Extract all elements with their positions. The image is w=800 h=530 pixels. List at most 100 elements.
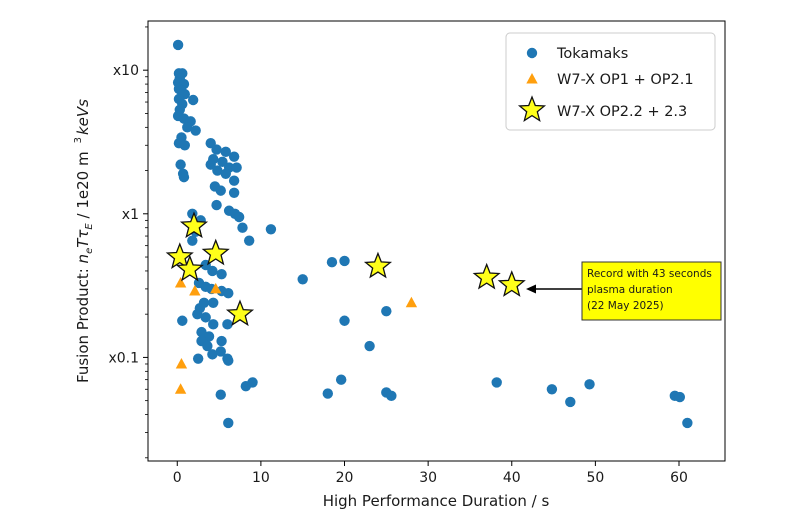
tokamak-point [175,159,186,170]
tokamak-point [546,384,558,395]
tokamak-point [386,390,397,402]
tokamak-point [192,353,204,364]
w7x-op22-point [165,242,194,270]
x-axis-label: High Performance Duration / s [323,492,550,510]
annotation-line-1: Record with 43 seconds [587,268,712,280]
annotation-line-3: (22 May 2025) [587,300,664,312]
tokamak-point [223,287,234,299]
w7x-op1-point [405,296,418,308]
tokamak-point [207,265,218,277]
tokamak-point [565,396,576,408]
tokamak-point [208,297,219,309]
tokamak-point [223,355,234,366]
y-axis-label: Fusion Product: neTτE / 1e20 m3keVs [73,99,95,383]
w7x-op22-point [179,211,209,239]
tokamak-point [190,125,201,136]
tokamak-point [220,168,231,179]
legend: Tokamaks W7-X OP1 + OP2.1 W7-X OP2.2 + 2… [505,32,716,131]
tokamak-point [237,222,248,233]
tokamak-point [297,274,308,285]
tokamak-point [203,331,215,342]
tokamak-point [339,315,350,326]
record-annotation: Record with 43 seconds plasma duration (… [526,261,722,321]
w7x-op22-point [225,299,255,327]
y-tick-label: x1 [122,207,139,223]
tokamak-point [192,308,203,320]
tokamak-point [215,346,226,357]
x-tick-label: 10 [252,470,270,486]
tokamak-point [216,335,227,347]
tokamak-point [381,305,392,317]
x-tick-label: 60 [670,470,688,486]
tokamak-point [196,326,207,338]
x-tick-label: 0 [173,470,182,486]
tokamak-point [682,417,693,429]
tokamak-point [215,389,226,400]
legend-triangle-marker [526,73,538,84]
tokamak-point [322,388,333,399]
y-tick-label: x0.1 [108,350,139,366]
legend-box [505,32,716,131]
tokamak-point [220,146,231,158]
w7x-op1-point [210,282,222,294]
y-tick-label: x10 [113,63,139,79]
tokamak-point [187,235,198,246]
tokamak-point [491,377,502,388]
x-tick-label: 20 [336,470,354,486]
legend-star-marker [517,95,547,122]
w7x-op22-point [175,254,204,282]
tokamak-point [198,297,210,309]
x-tick-label: 40 [503,470,521,486]
tokamak-point [216,268,227,280]
annotation-line-2: plasma duration [587,284,673,296]
tokamak-point [202,340,213,352]
legend-marker-op1 [526,73,538,84]
tokamak-point [211,144,222,155]
legend-circle-marker [526,47,538,59]
tokamak-point [172,39,184,51]
tokamak-point [177,315,188,326]
w7x-op22-point [497,270,526,297]
tokamak-point [223,417,234,429]
annotation-box [581,261,722,321]
annotation-arrow-head [526,284,536,294]
tokamak-point [187,94,199,106]
tokamak-point [231,162,242,173]
x-tick-label: 50 [586,470,604,486]
tokamak-point [205,159,216,170]
w7x-op1-point [189,285,201,296]
tokamak-point [179,140,190,151]
tokamak-point [243,235,255,246]
w7x-op22-point [363,251,393,279]
tokamak-point [200,312,211,323]
tokamak-point [212,165,223,176]
tokamak-point [215,185,226,196]
tick-layer: 0 10 20 30 40 50 60 x0.1 x1 x10 [108,26,688,486]
tokamak-point [233,211,245,223]
tokamak-point [335,374,347,385]
tokamak-point [178,171,190,183]
w7x-op1-point [174,276,187,288]
tokamak-point [326,257,338,268]
w7x-op1-point [175,357,188,369]
legend-marker-op22 [517,95,547,122]
tokamak-point [339,255,350,267]
legend-label-op1: W7-X OP1 + OP2.1 [557,72,694,88]
tokamak-point [228,175,240,186]
tokamak-point [674,391,686,403]
tokamak-point [247,377,258,388]
w7x-op22-point [472,262,501,290]
w7x-op1-point [174,383,187,394]
data-points [165,39,693,429]
legend-label-op22: W7-X OP2.2 + 2.3 [557,104,687,120]
tokamak-point [211,199,222,211]
legend-marker-tokamaks [526,47,538,59]
x-tick-label: 30 [419,470,437,486]
tokamak-point [265,224,277,235]
w7x-op22-point [201,238,230,266]
tokamak-point [364,340,375,352]
legend-label-tokamaks: Tokamaks [556,46,628,62]
tokamak-point [208,319,219,330]
tokamak-point [182,122,193,133]
